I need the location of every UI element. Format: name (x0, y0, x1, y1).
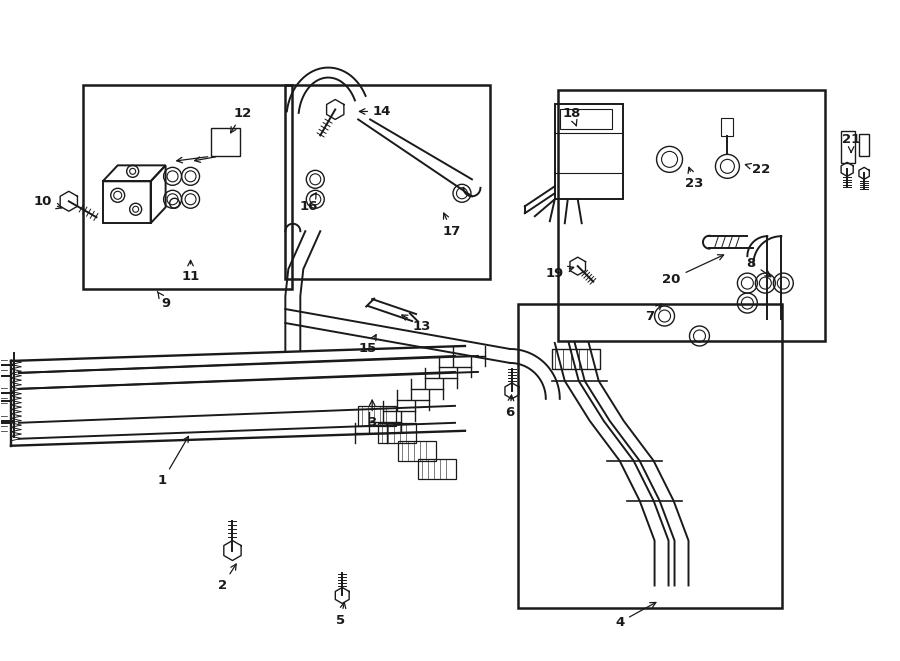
Text: 2: 2 (218, 564, 236, 592)
Text: 11: 11 (182, 260, 200, 283)
Bar (842, 132, 855, 163)
Text: 1: 1 (158, 436, 188, 487)
Bar (285, 85, 490, 279)
Text: 6: 6 (505, 395, 515, 419)
Bar (358, 406, 396, 426)
Bar (83, 85, 292, 289)
Bar (398, 441, 436, 461)
Text: 10: 10 (33, 195, 62, 209)
Bar (560, 110, 612, 130)
Text: 23: 23 (685, 167, 704, 190)
Bar (418, 459, 456, 479)
Bar (518, 304, 782, 608)
Text: 18: 18 (562, 107, 580, 126)
Bar (552, 349, 599, 369)
Text: 13: 13 (401, 315, 431, 332)
Bar (211, 128, 240, 157)
Bar (722, 118, 734, 136)
Bar (558, 89, 825, 341)
Bar (860, 134, 869, 157)
Text: 17: 17 (443, 213, 461, 238)
Text: 3: 3 (367, 400, 377, 429)
Bar (378, 423, 416, 443)
Text: 22: 22 (745, 163, 770, 176)
Text: 5: 5 (336, 603, 346, 627)
Text: 14: 14 (359, 105, 392, 118)
Text: 12: 12 (230, 107, 252, 133)
Text: 16: 16 (299, 193, 318, 213)
Text: 21: 21 (842, 133, 860, 152)
Text: 7: 7 (645, 304, 662, 323)
Bar (103, 181, 150, 223)
Text: 4: 4 (615, 602, 656, 629)
Bar (554, 104, 623, 199)
Text: 8: 8 (747, 256, 771, 277)
Text: 19: 19 (545, 266, 573, 280)
Text: 15: 15 (359, 334, 377, 356)
Text: 9: 9 (158, 292, 170, 309)
Text: 20: 20 (662, 254, 724, 286)
